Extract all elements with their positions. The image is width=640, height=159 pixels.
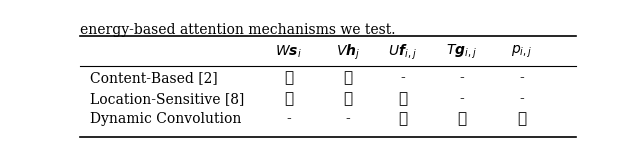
Text: $T\boldsymbol{g}_{i,j}$: $T\boldsymbol{g}_{i,j}$	[447, 43, 477, 61]
Text: ✓: ✓	[398, 92, 407, 106]
Text: ✓: ✓	[284, 71, 293, 85]
Text: Location-Sensitive [8]: Location-Sensitive [8]	[90, 92, 244, 106]
Text: -: -	[346, 112, 350, 126]
Text: ✓: ✓	[458, 112, 467, 126]
Text: ✓: ✓	[343, 71, 353, 85]
Text: energy-based attention mechanisms we test.: energy-based attention mechanisms we tes…	[80, 23, 396, 37]
Text: $p_{i,j}$: $p_{i,j}$	[511, 44, 532, 60]
Text: Content-Based [2]: Content-Based [2]	[90, 71, 218, 85]
Text: $U\boldsymbol{f}_{i,j}$: $U\boldsymbol{f}_{i,j}$	[388, 42, 417, 62]
Text: ✓: ✓	[517, 112, 526, 126]
Text: $W\boldsymbol{s}_i$: $W\boldsymbol{s}_i$	[275, 44, 301, 60]
Text: -: -	[400, 71, 404, 85]
Text: -: -	[519, 71, 524, 85]
Text: $V\boldsymbol{h}_j$: $V\boldsymbol{h}_j$	[336, 42, 360, 62]
Text: Dynamic Convolution: Dynamic Convolution	[90, 112, 241, 126]
Text: -: -	[286, 112, 291, 126]
Text: ✓: ✓	[343, 92, 353, 106]
Text: ✓: ✓	[284, 92, 293, 106]
Text: ✓: ✓	[398, 112, 407, 126]
Text: -: -	[460, 92, 464, 106]
Text: -: -	[519, 92, 524, 106]
Text: -: -	[460, 71, 464, 85]
